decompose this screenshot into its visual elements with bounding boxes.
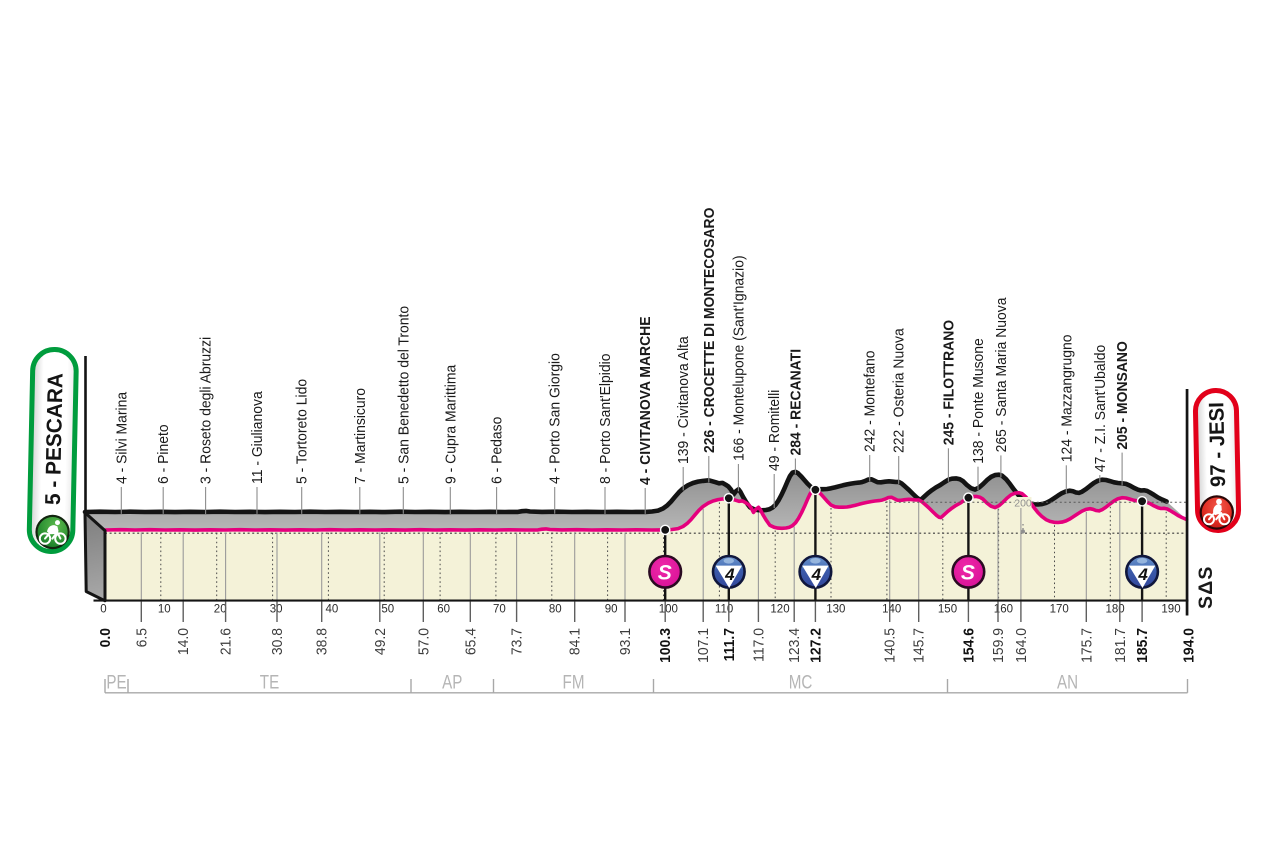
- svg-text:150: 150: [938, 603, 957, 615]
- svg-text:84.1: 84.1: [567, 628, 584, 655]
- svg-text:40: 40: [326, 603, 339, 615]
- svg-text:9 - Cupra Marittima: 9 - Cupra Marittima: [443, 364, 460, 484]
- svg-text:7 - Martinsicuro: 7 - Martinsicuro: [352, 388, 369, 484]
- svg-text:93.1: 93.1: [618, 628, 635, 655]
- svg-text:194.0: 194.0: [1181, 628, 1198, 663]
- svg-text:6 - Pedaso: 6 - Pedaso: [489, 417, 506, 484]
- svg-text:4: 4: [1137, 565, 1148, 584]
- svg-text:200: 200: [1014, 498, 1032, 510]
- svg-text:242 - Montefano: 242 - Montefano: [862, 351, 879, 452]
- svg-text:97 - JESI: 97 - JESI: [1205, 402, 1230, 487]
- svg-text:140: 140: [882, 603, 901, 615]
- svg-text:57.0: 57.0: [416, 628, 433, 655]
- svg-text:5 - Tortoreto Lido: 5 - Tortoreto Lido: [294, 379, 311, 484]
- svg-text:117.0: 117.0: [751, 628, 768, 662]
- svg-text:73.7: 73.7: [509, 628, 526, 655]
- svg-text:0.0: 0.0: [98, 628, 115, 647]
- svg-text:138 - Ponte Musone: 138 - Ponte Musone: [971, 338, 988, 464]
- svg-text:3 - Roseto degli Abruzzi: 3 - Roseto degli Abruzzi: [198, 337, 215, 484]
- svg-text:226 - CROCETTE DI MONTECOSARO: 226 - CROCETTE DI MONTECOSARO: [701, 208, 718, 453]
- svg-text:222 - Osteria Nuova: 222 - Osteria Nuova: [891, 327, 908, 453]
- svg-text:4: 4: [811, 565, 822, 584]
- svg-text:154.6: 154.6: [961, 628, 978, 663]
- svg-text:AN: AN: [1057, 671, 1078, 693]
- svg-text:60: 60: [437, 603, 450, 615]
- svg-text:FM: FM: [563, 671, 585, 693]
- svg-text:38.8: 38.8: [314, 628, 331, 655]
- svg-text:20: 20: [214, 603, 227, 615]
- svg-text:6.5: 6.5: [134, 628, 151, 647]
- svg-text:49.2: 49.2: [372, 628, 389, 655]
- svg-text:111.7: 111.7: [721, 628, 738, 661]
- svg-text:10: 10: [158, 603, 171, 615]
- svg-text:120: 120: [770, 603, 789, 615]
- svg-text:4 - Porto San Giorgio: 4 - Porto San Giorgio: [547, 353, 564, 484]
- svg-text:140.5: 140.5: [882, 628, 899, 663]
- svg-text:11 - Giulianova: 11 - Giulianova: [250, 390, 267, 484]
- svg-text:190: 190: [1161, 603, 1180, 615]
- svg-text:SΔS: SΔS: [1195, 565, 1217, 609]
- svg-text:65.4: 65.4: [463, 628, 480, 655]
- svg-text:80: 80: [549, 603, 562, 615]
- svg-text:PE: PE: [106, 671, 126, 693]
- svg-text:145.7: 145.7: [911, 628, 928, 663]
- svg-text:164.0: 164.0: [1013, 628, 1030, 663]
- svg-text:123.4: 123.4: [787, 628, 804, 663]
- svg-text:MC: MC: [789, 671, 813, 693]
- svg-text:130: 130: [826, 603, 845, 615]
- svg-text:107.1: 107.1: [696, 628, 713, 663]
- svg-text:6 - Pineto: 6 - Pineto: [156, 424, 173, 484]
- svg-text:100.3: 100.3: [658, 628, 675, 663]
- svg-text:21.6: 21.6: [218, 628, 235, 655]
- svg-text:47 - Z.I. Sant'Ubaldo: 47 - Z.I. Sant'Ubaldo: [1092, 345, 1109, 472]
- svg-text:14.0: 14.0: [176, 628, 193, 655]
- svg-text:4 - CIVITANOVA MARCHE: 4 - CIVITANOVA MARCHE: [638, 316, 655, 485]
- svg-text:70: 70: [493, 603, 506, 615]
- svg-text:5 - PESCARA: 5 - PESCARA: [42, 373, 68, 505]
- svg-text:0: 0: [100, 603, 106, 615]
- svg-text:TE: TE: [260, 671, 279, 693]
- svg-text:284 - RECANATI: 284 - RECANATI: [788, 349, 805, 456]
- svg-text:S: S: [658, 561, 672, 584]
- svg-text:49 - Romitelli: 49 - Romitelli: [767, 390, 784, 471]
- svg-text:90: 90: [605, 603, 618, 615]
- svg-text:170: 170: [1050, 603, 1069, 615]
- svg-text:265 - Santa Maria Nuova: 265 - Santa Maria Nuova: [993, 297, 1010, 453]
- svg-text:S: S: [961, 561, 975, 584]
- svg-text:30: 30: [270, 603, 283, 615]
- svg-text:AP: AP: [442, 671, 462, 693]
- svg-text:5 - San Benedetto del Tronto: 5 - San Benedetto del Tronto: [396, 306, 413, 484]
- svg-text:8 - Porto Sant'Elpidio: 8 - Porto Sant'Elpidio: [598, 354, 615, 484]
- svg-text:180: 180: [1106, 603, 1125, 615]
- svg-text:181.7: 181.7: [1112, 628, 1129, 663]
- svg-text:185.7: 185.7: [1135, 628, 1152, 663]
- svg-text:110: 110: [715, 603, 733, 615]
- svg-text:4 - Silvi Marina: 4 - Silvi Marina: [114, 391, 131, 484]
- svg-text:205 - MONSANO: 205 - MONSANO: [1115, 341, 1132, 449]
- svg-text:127.2: 127.2: [808, 628, 825, 663]
- svg-text:4: 4: [724, 565, 735, 584]
- svg-text:50: 50: [381, 603, 394, 615]
- svg-text:166 - Montelupone (Sant'Ignazi: 166 - Montelupone (Sant'Ignazio): [731, 255, 748, 461]
- svg-text:160: 160: [994, 603, 1013, 615]
- svg-text:124 - Mazzangrugno: 124 - Mazzangrugno: [1059, 334, 1076, 462]
- svg-text:30.8: 30.8: [270, 628, 287, 655]
- svg-text:139 - Civitanova Alta: 139 - Civitanova Alta: [676, 335, 693, 464]
- svg-text:175.7: 175.7: [1079, 628, 1096, 663]
- svg-text:159.9: 159.9: [991, 628, 1008, 663]
- svg-text:100: 100: [659, 603, 678, 615]
- svg-text:245 - FILOTTRANO: 245 - FILOTTRANO: [941, 320, 958, 445]
